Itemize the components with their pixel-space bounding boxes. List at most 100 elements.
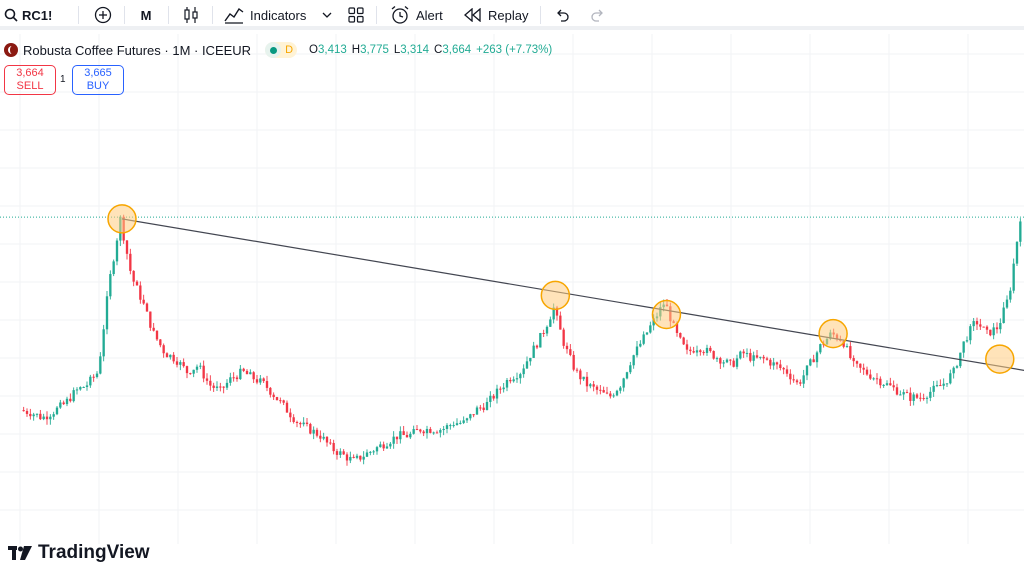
- candle-body: [45, 416, 49, 420]
- candle-body: [469, 414, 472, 419]
- alarm-clock-icon: [391, 6, 409, 24]
- candle-body: [625, 372, 629, 379]
- candle-body: [529, 357, 532, 362]
- candle-body: [735, 358, 739, 367]
- indicators-dropdown[interactable]: [320, 2, 334, 28]
- candle-body: [489, 395, 492, 402]
- candle-body: [849, 346, 852, 359]
- candle-body: [85, 385, 89, 387]
- candle-body: [552, 307, 555, 320]
- candle-body: [79, 387, 82, 390]
- candle-body: [315, 429, 319, 436]
- chart-type-button[interactable]: [180, 2, 202, 28]
- candle-body: [335, 451, 339, 455]
- candle-body: [575, 369, 579, 371]
- tradingview-logo[interactable]: TradingView: [8, 542, 150, 564]
- buy-label: BUY: [86, 80, 110, 92]
- price-chart[interactable]: [0, 34, 1024, 544]
- candle-body: [332, 442, 335, 452]
- candle-body: [532, 345, 535, 358]
- candles-icon: [184, 7, 198, 23]
- candle-body: [969, 326, 972, 341]
- candle-body: [949, 373, 952, 384]
- interval-label: M: [140, 7, 152, 23]
- candle-body: [989, 329, 992, 336]
- candle-body: [745, 352, 749, 354]
- candle-body: [512, 379, 515, 382]
- candle-body: [915, 394, 919, 398]
- interval-button[interactable]: M: [136, 2, 156, 28]
- candle-body: [515, 378, 519, 380]
- compare-symbol-button[interactable]: [92, 2, 114, 28]
- candle-body: [932, 385, 935, 392]
- candle-body: [239, 368, 242, 380]
- candle-body: [725, 359, 729, 363]
- alert-button[interactable]: Alert: [390, 2, 443, 28]
- market-open-icon: [265, 42, 282, 58]
- candle-body: [965, 340, 969, 342]
- candle-body: [712, 351, 715, 359]
- replay-button[interactable]: Replay: [464, 2, 528, 28]
- candle-body: [639, 343, 642, 347]
- candle-body: [852, 358, 855, 362]
- candle-body: [39, 413, 42, 420]
- candle-body: [269, 387, 272, 395]
- candle-body: [872, 378, 875, 380]
- candle-body: [505, 379, 509, 388]
- candle-body: [155, 330, 159, 340]
- candle-body: [862, 367, 865, 370]
- candle-body: [255, 379, 259, 383]
- grid-layout-icon: [348, 7, 364, 23]
- candle-body: [929, 391, 932, 398]
- candle-body: [995, 327, 999, 330]
- candle-body: [479, 407, 482, 409]
- redo-button[interactable]: [588, 2, 608, 28]
- symbol-search-button[interactable]: RC1!: [4, 2, 52, 28]
- candle-body: [732, 360, 735, 367]
- candle-body: [602, 390, 605, 393]
- candle-body: [692, 351, 695, 353]
- candle-body: [789, 373, 792, 380]
- candle-body: [279, 400, 282, 402]
- candle-body: [632, 355, 635, 366]
- market-status-badge[interactable]: D: [265, 42, 298, 58]
- delayed-data-icon: D: [285, 44, 294, 56]
- candle-body: [685, 344, 689, 350]
- candle-body: [719, 358, 722, 364]
- candle-body: [885, 383, 889, 385]
- candle-body: [589, 384, 592, 387]
- candle-body: [285, 402, 289, 413]
- layouts-button[interactable]: [346, 2, 366, 28]
- symbol-title[interactable]: Robusta Coffee Futures · 1M · ICEEUR: [23, 42, 252, 58]
- logo-text: TradingView: [38, 542, 150, 563]
- candle-body: [422, 431, 425, 434]
- candle-body: [139, 285, 142, 300]
- candle-body: [165, 353, 169, 358]
- candle-body: [49, 416, 52, 420]
- candle-body: [382, 444, 385, 449]
- buy-button[interactable]: 3,665 BUY: [72, 65, 124, 95]
- candle-body: [882, 384, 885, 386]
- candle-body: [942, 383, 945, 386]
- candle-body: [819, 344, 822, 353]
- indicators-button[interactable]: Indicators: [224, 2, 306, 28]
- candle-body: [792, 379, 795, 381]
- candle-body: [809, 359, 812, 366]
- candle-body: [52, 414, 55, 417]
- candle-body: [195, 366, 199, 370]
- undo-button[interactable]: [552, 2, 572, 28]
- open-value: 3,413: [317, 44, 347, 56]
- candle-body: [245, 370, 249, 375]
- candle-body: [485, 401, 489, 410]
- candle-body: [509, 379, 512, 382]
- candle-body: [569, 349, 572, 355]
- candle-body: [395, 436, 399, 440]
- candle-body: [235, 377, 239, 380]
- sell-button[interactable]: 3,664 SELL: [4, 65, 56, 95]
- candle-body: [782, 368, 785, 370]
- candle-body: [675, 322, 679, 333]
- candle-body: [282, 400, 285, 403]
- toolbar-divider: [168, 6, 169, 24]
- candle-body: [109, 274, 112, 297]
- candle-body: [62, 402, 65, 405]
